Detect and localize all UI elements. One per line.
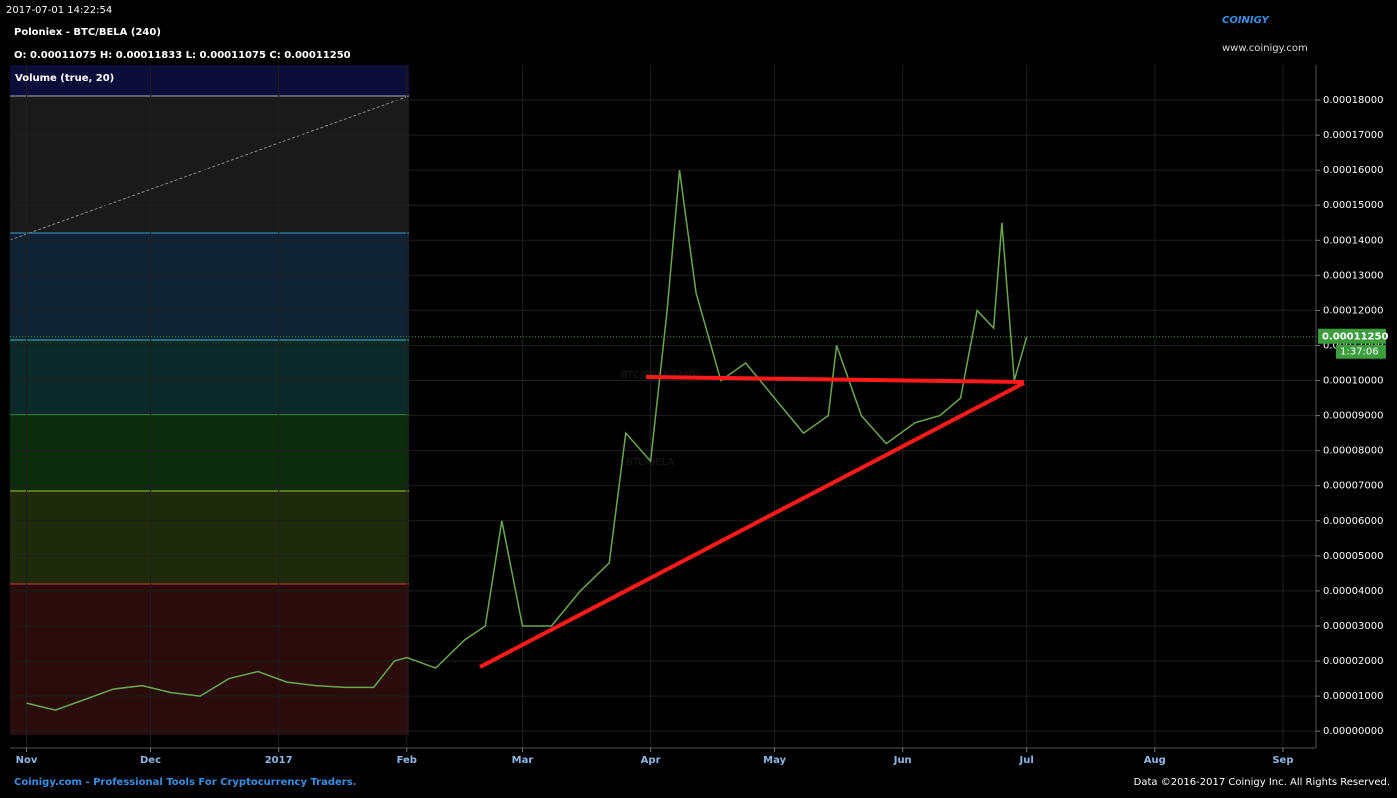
price-tag-bg: [1318, 328, 1386, 344]
labels: 0.00000000 0.00001000 0.00002000 0.00003000…: [16, 95, 1389, 766]
footer-right: Data ©2016-2017 Coinigy Inc. All Rights …: [1134, 777, 1390, 788]
x-tick-label: May: [763, 755, 786, 766]
y-tick-label: 0.00003000: [1323, 621, 1383, 632]
band: [10, 584, 409, 735]
band: [10, 233, 409, 340]
grid: [10, 65, 1316, 748]
band: [10, 340, 409, 415]
band: [10, 96, 409, 233]
timestamp: 2017-07-01 14:22:54: [6, 5, 112, 16]
ohlc: O: 0.00011075 H: 0.00011833 L: 0.0001107…: [14, 50, 351, 61]
y-tick-label: 0.00000000: [1323, 726, 1383, 737]
y-tick-label: 0.00004000: [1323, 586, 1383, 597]
indicator-label: Volume (true, 20): [15, 73, 114, 84]
x-tick-label: Aug: [1144, 755, 1166, 766]
countdown: 1:37:06: [1340, 347, 1379, 358]
y-tick-label: 0.00008000: [1323, 446, 1383, 457]
y-tick-label: 0.00017000: [1323, 130, 1383, 141]
band: [10, 415, 409, 491]
watermark-small: BTC/BELA: [626, 457, 675, 468]
y-tick-label: 0.00010000: [1323, 376, 1383, 387]
x-tick-label: 2017: [265, 755, 293, 766]
y-tick-label: 0.00005000: [1323, 551, 1383, 562]
countdown-bg: [1336, 344, 1386, 359]
diagonal: [9, 95, 410, 241]
y-tick-label: 0.00013000: [1323, 270, 1383, 281]
x-tick-label: Mar: [512, 755, 534, 766]
footer-left: Coinigy.com - Professional Tools For Cry…: [14, 777, 356, 788]
trendline: [479, 381, 1025, 669]
trendline: [645, 375, 1025, 384]
plot: [10, 170, 1316, 711]
y-tick-label: 0.00016000: [1323, 165, 1383, 176]
y-tick-label: 0.00007000: [1323, 481, 1383, 492]
title: Poloniex - BTC/BELA (240): [14, 27, 161, 38]
y-tick-label: 0.00001000: [1323, 691, 1383, 702]
y-tick-label: 0.00009000: [1323, 411, 1383, 422]
x-tick-label: Feb: [397, 755, 417, 766]
y-tick-label: 0.00006000: [1323, 516, 1383, 527]
price-tag: 0.00011250: [1322, 332, 1388, 343]
x-tick-label: Nov: [16, 755, 38, 766]
y-tick-label: 0.00002000: [1323, 656, 1383, 667]
price-line: [26, 170, 1028, 711]
y-tick-label: 0.00014000: [1323, 235, 1383, 246]
x-tick-label: Sep: [1272, 755, 1293, 766]
x-tick-label: Jun: [893, 755, 912, 766]
y-tick-label: 0.00012000: [1323, 305, 1383, 316]
x-tick-label: Apr: [641, 755, 661, 766]
y-tick-label: 0.00015000: [1323, 200, 1383, 211]
band: [10, 491, 409, 584]
logo: COINIGY: [1222, 15, 1270, 26]
website: www.coinigy.com: [1222, 43, 1308, 54]
x-tick-label: Dec: [140, 755, 161, 766]
x-tick-label: Jul: [1019, 755, 1034, 766]
band: [10, 65, 409, 96]
y-tick-label: 0.00018000: [1323, 95, 1383, 106]
